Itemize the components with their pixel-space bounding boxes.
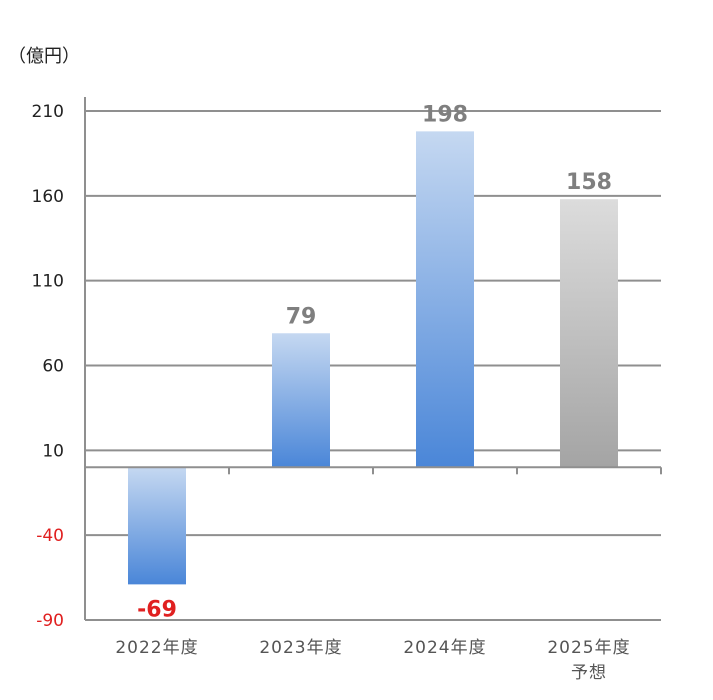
bar-forecast bbox=[560, 199, 618, 468]
x-tick-label: 2024年度 bbox=[403, 638, 486, 658]
x-tick-label-line2: 予想 bbox=[571, 663, 607, 683]
data-label: -69 bbox=[137, 597, 177, 622]
unit-label: （億円） bbox=[8, 46, 80, 67]
x-tick-label: 2023年度 bbox=[259, 638, 342, 658]
data-label: 158 bbox=[566, 170, 612, 195]
y-tick-label: 160 bbox=[32, 187, 64, 207]
y-tick-label: 210 bbox=[32, 102, 64, 122]
axes bbox=[84, 97, 662, 620]
data-label: 79 bbox=[286, 304, 317, 329]
y-tick-label: 10 bbox=[42, 441, 64, 461]
y-tick-label: -90 bbox=[36, 611, 64, 631]
y-tick-label: 60 bbox=[42, 357, 64, 377]
data-label: 198 bbox=[422, 102, 468, 127]
bars bbox=[128, 131, 618, 585]
y-tick-label: -40 bbox=[36, 526, 64, 546]
y-tick-label: 110 bbox=[32, 272, 64, 292]
bar bbox=[128, 467, 186, 585]
labels: 210 160 110 60 10 -40 -90 -69 2022年度 79 2023年度 198 2… bbox=[32, 102, 630, 683]
bar bbox=[272, 333, 330, 468]
x-tick-label: 2025年度 bbox=[547, 638, 630, 658]
bar bbox=[416, 131, 474, 468]
x-tick-label: 2022年度 bbox=[115, 638, 198, 658]
